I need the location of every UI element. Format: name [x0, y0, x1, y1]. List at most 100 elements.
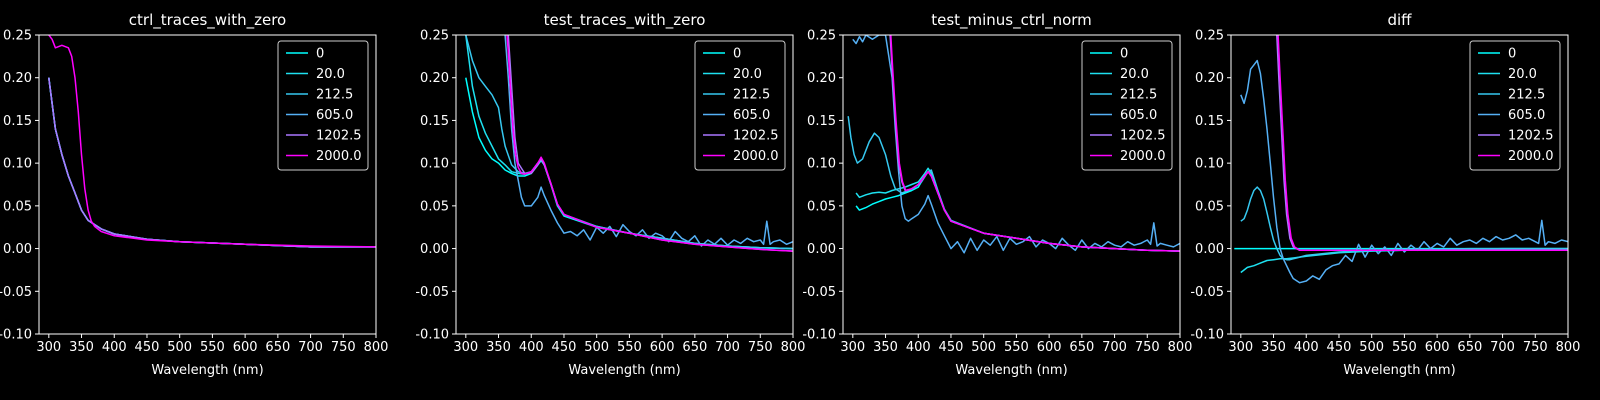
x-tick-label: 350: [1261, 340, 1286, 355]
panel-2: 300 350 400 450 500 550 600 650 700 750 800 -0.10 -0…: [415, 11, 805, 378]
legend-label: 0: [316, 47, 324, 62]
y-tick-label: -0.05: [0, 285, 32, 300]
legend-label: 2000.0: [1120, 149, 1166, 164]
y-tick-label: 0.00: [1195, 242, 1224, 257]
axes-frame: [38, 34, 377, 335]
y-tick-label: -0.10: [802, 328, 836, 343]
x-tick-label: 300: [453, 340, 478, 355]
y-tick-label: 0.15: [807, 114, 836, 129]
x-axis-label: Wavelength (nm): [955, 363, 1067, 378]
y-tick-label: 0.05: [1195, 199, 1224, 214]
x-tick-label: 750: [331, 340, 356, 355]
x-tick-label: 550: [1392, 340, 1417, 355]
y-tick-label: -0.10: [0, 328, 32, 343]
y-tick-label: 0.25: [807, 29, 836, 44]
y-tick-label: 0.05: [3, 199, 32, 214]
y-tick-label: -0.05: [1190, 285, 1224, 300]
x-tick-label: 800: [364, 340, 389, 355]
y-tick-label: 0.05: [420, 199, 449, 214]
x-tick-label: 550: [200, 340, 225, 355]
y-tick-label: -0.10: [415, 328, 449, 343]
x-tick-label: 300: [1228, 340, 1253, 355]
x-axis-label: Wavelength (nm): [568, 363, 680, 378]
panel-title: diff: [1387, 11, 1412, 29]
y-tick-label: -0.05: [415, 285, 449, 300]
series-group: [465, 35, 793, 252]
legend: 0 20.0 212.5 605.0 1202.5 2000.0: [1469, 40, 1561, 171]
y-tick-label: 0.25: [420, 29, 449, 44]
legend-label: 605.0: [1508, 108, 1545, 123]
x-tick-label: 450: [552, 340, 577, 355]
y-tick-label: 0.25: [3, 29, 32, 44]
legend-label: 2000.0: [733, 149, 779, 164]
y-tick-label: 0.20: [420, 71, 449, 86]
x-tick-label: 600: [233, 340, 258, 355]
x-tick-label: 400: [906, 340, 931, 355]
x-tick-label: 500: [167, 340, 192, 355]
legend-label: 212.5: [733, 88, 770, 103]
x-tick-label: 400: [1294, 340, 1319, 355]
x-tick-label: 600: [650, 340, 675, 355]
x-tick-label: 500: [1359, 340, 1384, 355]
x-tick-label: 650: [1457, 340, 1482, 355]
legend-label: 0: [733, 47, 741, 62]
x-tick-label: 800: [1168, 340, 1193, 355]
panel-title: test_traces_with_zero: [544, 11, 706, 30]
legend-label: 1202.5: [1508, 129, 1554, 144]
y-tick-label: 0.10: [1195, 157, 1224, 172]
y-tick-label: 0.10: [3, 157, 32, 172]
legend-label: 212.5: [1508, 88, 1545, 103]
legend-label: 20.0: [733, 67, 762, 82]
x-tick-label: 300: [36, 340, 61, 355]
x-tick-label: 700: [715, 340, 740, 355]
x-tick-label: 450: [1327, 340, 1352, 355]
y-tick-label: 0.00: [807, 242, 836, 257]
series-line-212.5: [1240, 186, 1568, 261]
legend: 0 20.0 212.5 605.0 1202.5 2000.0: [694, 40, 786, 171]
legend-label: 212.5: [1120, 88, 1157, 103]
y-tick-label: -0.10: [1190, 328, 1224, 343]
panel-title: ctrl_traces_with_zero: [129, 11, 286, 30]
legend-label: 1202.5: [1120, 129, 1166, 144]
legend-label: 0: [1508, 47, 1516, 62]
x-axis-label: Wavelength (nm): [1343, 363, 1455, 378]
x-tick-label: 500: [584, 340, 609, 355]
axes-frame: [1230, 34, 1569, 335]
series-line-605.0: [504, 35, 793, 247]
legend: 0 20.0 212.5 605.0 1202.5 2000.0: [1081, 40, 1173, 171]
x-tick-label: 350: [873, 340, 898, 355]
x-tick-label: 550: [1004, 340, 1029, 355]
legend-label: 20.0: [316, 67, 345, 82]
series-group: [847, 35, 1180, 254]
panel-3: 300 350 400 450 500 550 600 650 700 750 800 -0.10 -0…: [802, 11, 1192, 378]
panel-4: 300 350 400 450 500 550 600 650 700 750 800 -0.10 -0…: [1190, 11, 1580, 378]
y-tick-label: 0.25: [1195, 29, 1224, 44]
x-tick-label: 600: [1425, 340, 1450, 355]
series-line-2000.0: [890, 35, 1180, 252]
y-tick-label: 0.10: [807, 157, 836, 172]
legend-label: 605.0: [316, 108, 353, 123]
x-tick-label: 350: [486, 340, 511, 355]
legend-label: 1202.5: [316, 129, 362, 144]
legend: 0 20.0 212.5 605.0 1202.5 2000.0: [277, 40, 369, 171]
x-tick-label: 300: [840, 340, 865, 355]
axes-frame: [455, 34, 794, 335]
y-tick-label: 0.15: [3, 114, 32, 129]
x-tick-label: 450: [939, 340, 964, 355]
x-tick-label: 500: [971, 340, 996, 355]
legend-label: 2000.0: [1508, 149, 1554, 164]
x-tick-label: 700: [1102, 340, 1127, 355]
y-tick-label: 0.20: [3, 71, 32, 86]
legend-label: 0: [1120, 47, 1128, 62]
x-tick-label: 700: [298, 340, 323, 355]
x-tick-label: 400: [519, 340, 544, 355]
y-tick-label: 0.05: [807, 199, 836, 214]
x-tick-label: 600: [1037, 340, 1062, 355]
x-tick-label: 650: [265, 340, 290, 355]
x-tick-label: 650: [682, 340, 707, 355]
y-tick-label: 0.10: [420, 157, 449, 172]
x-tick-label: 550: [617, 340, 642, 355]
x-tick-label: 750: [748, 340, 773, 355]
x-axis-label: Wavelength (nm): [151, 363, 263, 378]
